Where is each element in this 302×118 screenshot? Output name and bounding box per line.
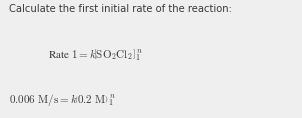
Text: Rate $1 = k\!\left[\mathrm{SO_2Cl_2}\right]_1^{\,n}$: Rate $1 = k\!\left[\mathrm{SO_2Cl_2}\rig… (48, 47, 143, 63)
Text: $0.006\ \mathrm{M/s} = k\!\left(0.2\ \mathrm{M}\right)_1^{\,n}$: $0.006\ \mathrm{M/s} = k\!\left(0.2\ \ma… (9, 92, 116, 108)
Text: Calculate the first initial rate of the reaction:: Calculate the first initial rate of the … (9, 4, 232, 14)
